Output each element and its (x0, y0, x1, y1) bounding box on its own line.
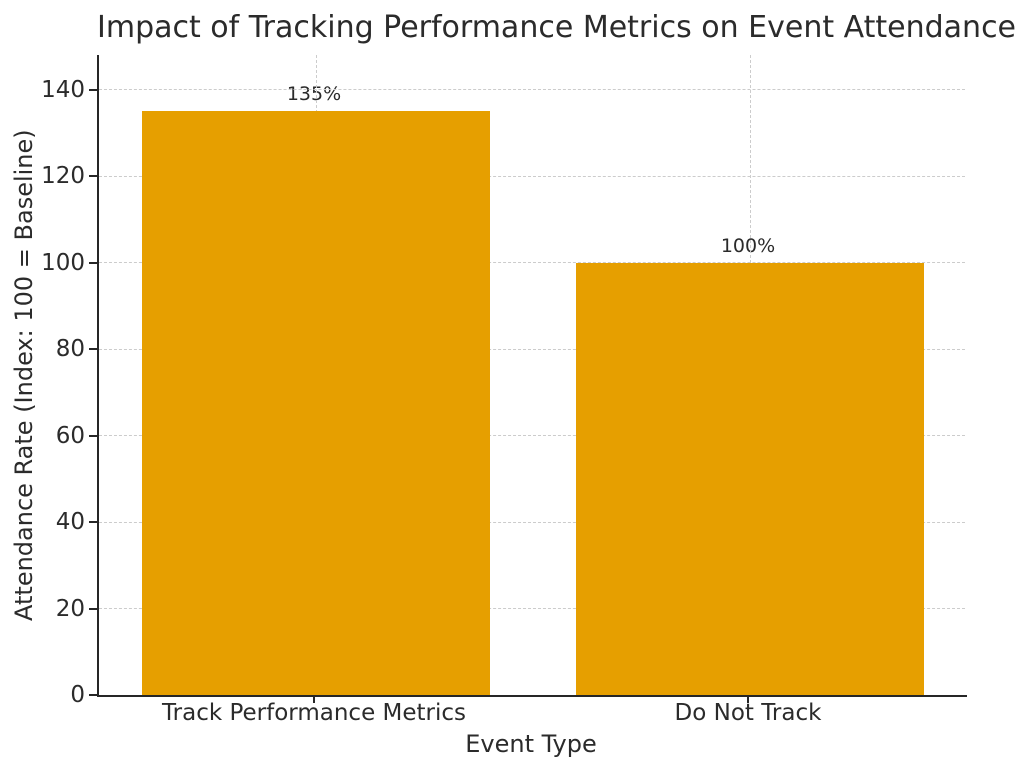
y-tick-label: 0 (70, 682, 85, 708)
y-tick-mark (89, 694, 97, 696)
y-tick-mark (89, 434, 97, 437)
y-tick-mark (89, 607, 97, 610)
bar (576, 262, 924, 695)
y-tick-mark (89, 261, 97, 264)
y-tick-mark (89, 521, 97, 524)
x-tick-mark (747, 697, 749, 703)
gridline-horizontal (99, 175, 965, 177)
gridline-horizontal (99, 89, 965, 91)
y-tick-mark (89, 88, 97, 91)
y-tick-label: 20 (55, 595, 85, 622)
y-tick-mark (89, 348, 97, 351)
x-tick-label: Do Not Track (674, 700, 822, 726)
bar-value-label: 100% (720, 234, 776, 257)
x-tick-mark (313, 697, 315, 703)
x-tick-label: Track Performance Metrics (161, 700, 467, 726)
chart-title: Impact of Tracking Performance Metrics o… (97, 10, 1017, 45)
gridline-horizontal (99, 262, 965, 264)
gridline-horizontal (99, 521, 965, 523)
y-tick-label: 120 (41, 163, 85, 190)
gridline-horizontal (99, 435, 965, 437)
y-tick-mark (89, 175, 97, 178)
y-tick-label: 40 (55, 509, 85, 536)
y-tick-label: 140 (41, 76, 85, 103)
gridline-horizontal (99, 608, 965, 609)
y-tick-label: 60 (55, 422, 85, 449)
bar (142, 111, 490, 695)
x-axis-label: Event Type (465, 730, 597, 758)
plot-area (97, 55, 967, 697)
y-tick-label: 100 (41, 249, 85, 276)
y-tick-label: 80 (55, 336, 85, 363)
bar-value-label: 135% (286, 83, 342, 106)
gridline-horizontal (99, 348, 965, 350)
